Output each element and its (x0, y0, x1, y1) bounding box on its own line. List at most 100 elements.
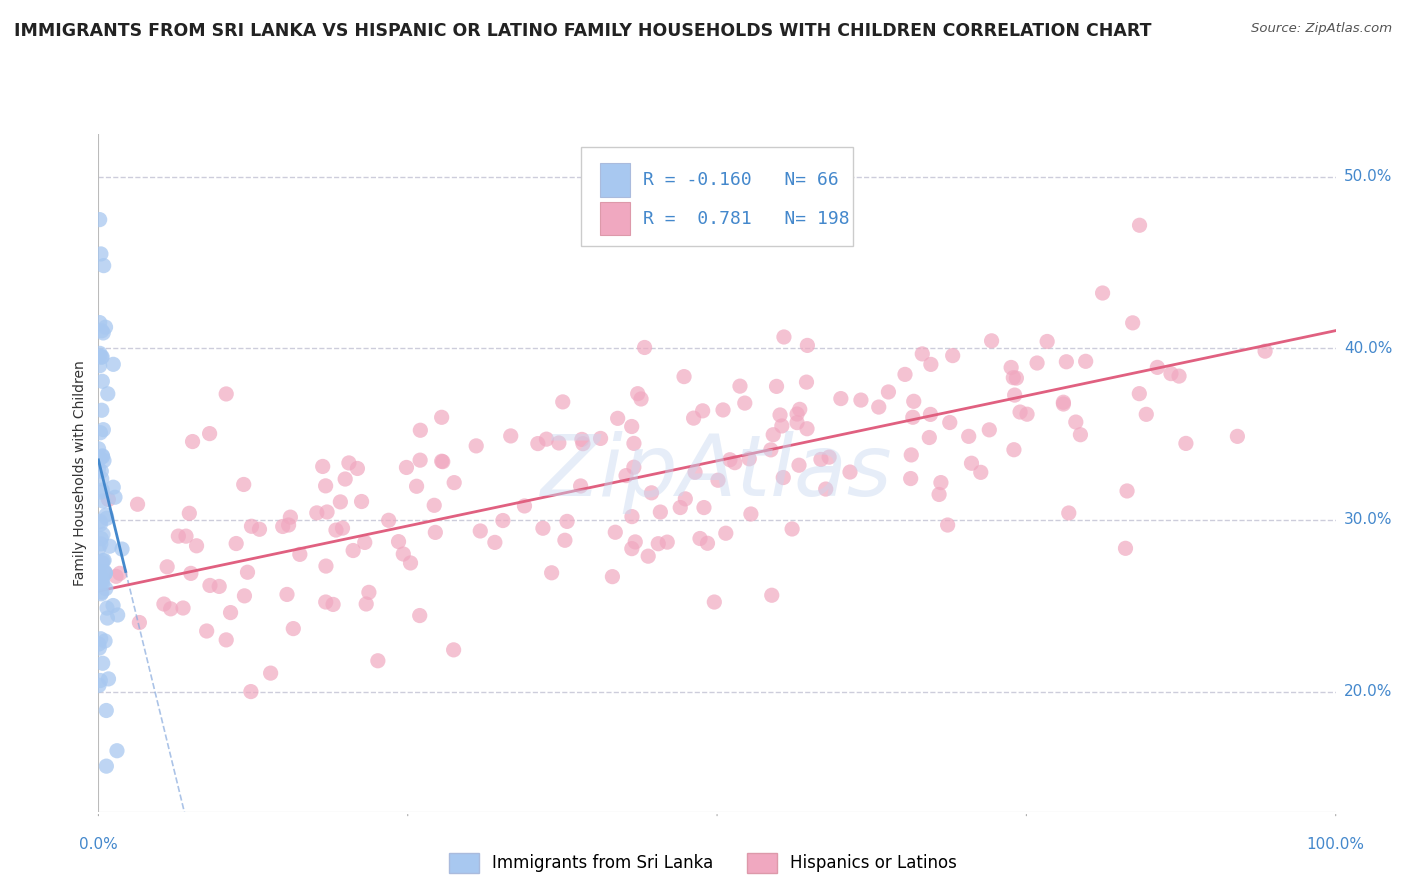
Point (623, 436, 645, 450)
Point (91, 657, 114, 671)
Point (1010, 405, 1032, 419)
Point (91, 556, 114, 570)
Point (179, 506, 201, 520)
Point (920, 408, 942, 422)
Point (796, 422, 818, 436)
Point (249, 522, 271, 536)
Point (153, 597, 176, 611)
Point (849, 393, 872, 408)
Point (1128, 219, 1150, 233)
Text: R = -0.160   N= 66: R = -0.160 N= 66 (643, 171, 838, 189)
Point (1135, 407, 1157, 421)
Point (305, 506, 328, 520)
Point (430, 410, 453, 425)
Point (738, 451, 761, 466)
Point (399, 556, 422, 570)
Point (683, 465, 706, 479)
Text: 100.0%: 100.0% (1306, 837, 1365, 852)
Point (104, 490, 127, 504)
Point (90, 247, 112, 261)
Point (283, 622, 305, 636)
Point (87, 462, 110, 476)
Point (94, 566, 117, 581)
Point (551, 395, 574, 409)
Point (101, 599, 124, 613)
Point (569, 479, 592, 493)
Point (156, 559, 179, 574)
Point (89, 673, 111, 688)
Point (87, 442, 110, 456)
Point (928, 487, 950, 501)
Point (970, 466, 993, 480)
Point (693, 500, 716, 515)
Point (91, 494, 114, 508)
Point (1000, 360, 1022, 375)
Point (90, 585, 112, 599)
Point (346, 461, 368, 475)
Point (377, 513, 399, 527)
Point (225, 536, 247, 550)
Point (97, 492, 120, 507)
Point (657, 535, 679, 549)
Point (107, 607, 129, 622)
Point (103, 480, 125, 494)
Point (786, 416, 808, 430)
Point (423, 498, 446, 512)
Point (796, 375, 818, 389)
Point (761, 588, 783, 602)
Point (499, 429, 522, 443)
Point (329, 495, 352, 509)
Point (818, 450, 841, 464)
Point (936, 518, 959, 533)
Point (333, 472, 356, 486)
Point (105, 569, 128, 583)
Point (94, 634, 117, 648)
Point (89, 359, 111, 373)
Point (1069, 427, 1091, 442)
Point (830, 392, 852, 406)
Point (215, 387, 238, 401)
Point (1114, 541, 1136, 556)
Point (714, 526, 737, 541)
Point (789, 402, 811, 417)
Text: 50.0%: 50.0% (1344, 169, 1392, 185)
Point (90, 587, 112, 601)
Point (91, 554, 114, 568)
Point (89, 212, 111, 227)
Text: 0.0%: 0.0% (79, 837, 118, 852)
Point (315, 595, 337, 609)
Point (762, 427, 785, 442)
Point (492, 514, 515, 528)
Point (167, 529, 190, 543)
Point (1026, 356, 1049, 370)
Point (1005, 371, 1028, 385)
Point (97, 386, 120, 401)
Point (96, 511, 118, 525)
Point (589, 432, 612, 446)
Point (91, 527, 114, 541)
Point (513, 499, 536, 513)
Point (208, 579, 231, 593)
Point (547, 436, 569, 450)
Point (920, 358, 942, 372)
Point (239, 684, 262, 698)
Point (1122, 316, 1144, 330)
Point (387, 534, 409, 549)
Point (233, 589, 256, 603)
Point (647, 537, 669, 551)
Point (288, 547, 311, 561)
Point (894, 368, 917, 382)
Point (814, 482, 837, 496)
Point (91, 449, 114, 463)
Point (572, 436, 595, 450)
Point (640, 486, 662, 500)
Point (718, 452, 741, 467)
Point (1226, 429, 1249, 443)
Y-axis label: Family Households with Children: Family Households with Children (73, 359, 87, 586)
Point (1002, 370, 1025, 384)
Point (409, 453, 432, 467)
Point (198, 426, 221, 441)
Point (614, 468, 637, 483)
Point (979, 423, 1001, 437)
Point (602, 569, 624, 583)
